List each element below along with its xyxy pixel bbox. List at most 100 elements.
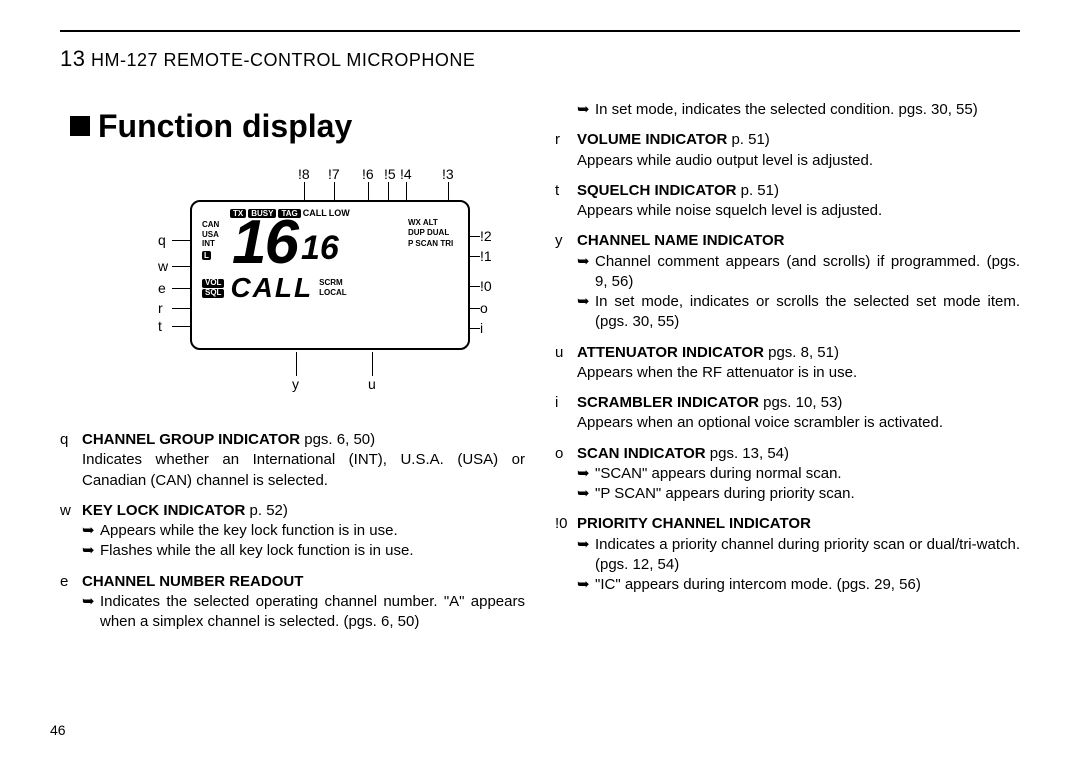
item-key: q — [60, 430, 82, 491]
scrm-label: SCRM — [319, 278, 347, 288]
list-item: w KEY LOCK INDICATOR p. 52) Appears whil… — [60, 501, 525, 562]
item-line: Appears while noise squelch level is adj… — [577, 202, 882, 219]
item-ref: pgs. 10, 53) — [759, 394, 842, 411]
item-bullet: "IC" appears during intercom mode. (pgs.… — [577, 575, 1020, 595]
item-ref: pgs. 13, 54) — [706, 445, 789, 462]
int-label: INT — [202, 239, 232, 249]
callout-u: u — [368, 376, 376, 392]
sql-icon: SQL — [202, 289, 224, 298]
list-item: !0 PRIORITY CHANNEL INDICATOR Indicates … — [555, 514, 1020, 595]
item-key: o — [555, 444, 577, 505]
item-title: SCAN INDICATOR — [577, 445, 706, 462]
top-rule — [60, 30, 1020, 32]
item-title: SQUELCH INDICATOR — [577, 182, 736, 199]
item-bullet: Flashes while the all key lock function … — [82, 541, 525, 561]
item-line: Appears when an optional voice scrambler… — [577, 414, 943, 431]
item-title: CHANNEL GROUP INDICATOR — [82, 431, 300, 448]
item-key: t — [555, 181, 577, 222]
item-key: e — [60, 572, 82, 633]
item-bullet: In set mode, indicates the selected cond… — [577, 100, 1020, 120]
callout-r: r — [158, 300, 163, 316]
big-channel-digits: 16 — [232, 218, 297, 268]
list-item: i SCRAMBLER INDICATOR pgs. 10, 53) Appea… — [555, 393, 1020, 434]
callout-e: e — [158, 280, 166, 296]
item-key — [555, 100, 577, 120]
item-title: KEY LOCK INDICATOR — [82, 502, 245, 519]
page-number: 46 — [50, 722, 66, 738]
lcd-right-col: WX ALT DUP DUAL P SCAN TRI — [408, 218, 458, 268]
wx-label: WX — [408, 218, 421, 227]
item-ref: p. 52) — [245, 502, 288, 519]
callout-1: !1 — [480, 248, 492, 264]
can-label: CAN — [202, 220, 232, 230]
list-item: e CHANNEL NUMBER READOUT Indicates the s… — [60, 572, 525, 633]
item-key: i — [555, 393, 577, 434]
item-key: u — [555, 343, 577, 384]
usa-label: USA — [202, 230, 232, 240]
list-item: t SQUELCH INDICATOR p. 51) Appears while… — [555, 181, 1020, 222]
chapter-header: 13 HM-127 REMOTE-CONTROL MICROPHONE — [60, 46, 475, 72]
callout-y: y — [292, 376, 299, 392]
callout-8: !8 — [298, 166, 310, 182]
callout-0: !0 — [480, 278, 492, 294]
item-bullet: Appears while the key lock function is i… — [82, 521, 525, 541]
dual-label: DUAL — [427, 228, 449, 237]
left-item-list: q CHANNEL GROUP INDICATOR pgs. 6, 50) In… — [60, 430, 525, 632]
item-ref: pgs. 6, 50) — [300, 431, 375, 448]
item-bullet: Indicates the selected operating channel… — [82, 592, 525, 633]
item-key: y — [555, 231, 577, 332]
item-key: !0 — [555, 514, 577, 595]
callout-2: !2 — [480, 228, 492, 244]
item-bullet: "SCAN" appears during normal scan. — [577, 464, 1020, 484]
callout-6: !6 — [362, 166, 374, 182]
local-label: LOCAL — [319, 288, 347, 298]
call-label: CALL — [303, 208, 327, 218]
dup-label: DUP — [408, 228, 425, 237]
callout-4: !4 — [400, 166, 412, 182]
callout-t: t — [158, 318, 162, 334]
pscan-label: P SCAN — [408, 239, 438, 248]
lcd-diagram: !8 !7 !6 !5 !4 !3 q w e r t !2 — [60, 160, 525, 420]
item-bullet: Indicates a priority channel during prio… — [577, 535, 1020, 576]
low-label: LOW — [329, 208, 350, 218]
chapter-title: HM-127 REMOTE-CONTROL MICROPHONE — [91, 50, 475, 70]
item-bullet: Channel comment appears (and scrolls) if… — [577, 252, 1020, 293]
item-line: Appears when the RF attenuator is in use… — [577, 364, 857, 381]
alt-label: ALT — [423, 218, 438, 227]
list-item: In set mode, indicates the selected cond… — [555, 100, 1020, 120]
item-title: PRIORITY CHANNEL INDICATOR — [577, 515, 811, 532]
item-bullet: "P SCAN" appears during priority scan. — [577, 484, 1020, 504]
right-item-list: In set mode, indicates the selected cond… — [555, 100, 1020, 712]
small-channel-digits: 16 — [301, 229, 339, 268]
item-line: Indicates whether an International (INT)… — [82, 451, 525, 488]
chapter-number: 13 — [60, 46, 85, 71]
list-item: o SCAN INDICATOR pgs. 13, 54) "SCAN" app… — [555, 444, 1020, 505]
item-title: ATTENUATOR INDICATOR — [577, 344, 764, 361]
item-key: w — [60, 501, 82, 562]
vol-icon: VOL — [202, 279, 224, 288]
callout-i: i — [480, 320, 483, 336]
item-ref: p. 51) — [736, 182, 779, 199]
lcd-left-col: CAN USA INT L — [202, 218, 232, 268]
item-line: Appears while audio output level is adju… — [577, 152, 873, 169]
item-title: VOLUME INDICATOR — [577, 131, 727, 148]
list-item: u ATTENUATOR INDICATOR pgs. 8, 51) Appea… — [555, 343, 1020, 384]
callout-3: !3 — [442, 166, 454, 182]
lcd-center: 1616 — [232, 218, 408, 268]
lcd-frame: TX BUSY TAG CALL LOW CAN USA INT L 1616 — [190, 200, 470, 350]
list-item: y CHANNEL NAME INDICATOR Channel comment… — [555, 231, 1020, 332]
callout-q: q — [158, 232, 166, 248]
lock-icon: L — [202, 251, 211, 261]
list-item: r VOLUME INDICATOR p. 51) Appears while … — [555, 130, 1020, 171]
callout-7: !7 — [328, 166, 340, 182]
item-title: CHANNEL NAME INDICATOR — [577, 232, 785, 249]
item-title: CHANNEL NUMBER READOUT — [82, 573, 303, 590]
item-key: r — [555, 130, 577, 171]
item-ref: pgs. 8, 51) — [764, 344, 839, 361]
tri-label: TRI — [440, 239, 453, 248]
item-ref: p. 51) — [727, 131, 770, 148]
item-bullet: In set mode, indicates or scrolls the se… — [577, 292, 1020, 333]
item-title: SCRAMBLER INDICATOR — [577, 394, 759, 411]
callout-o: o — [480, 300, 488, 316]
list-item: q CHANNEL GROUP INDICATOR pgs. 6, 50) In… — [60, 430, 525, 491]
